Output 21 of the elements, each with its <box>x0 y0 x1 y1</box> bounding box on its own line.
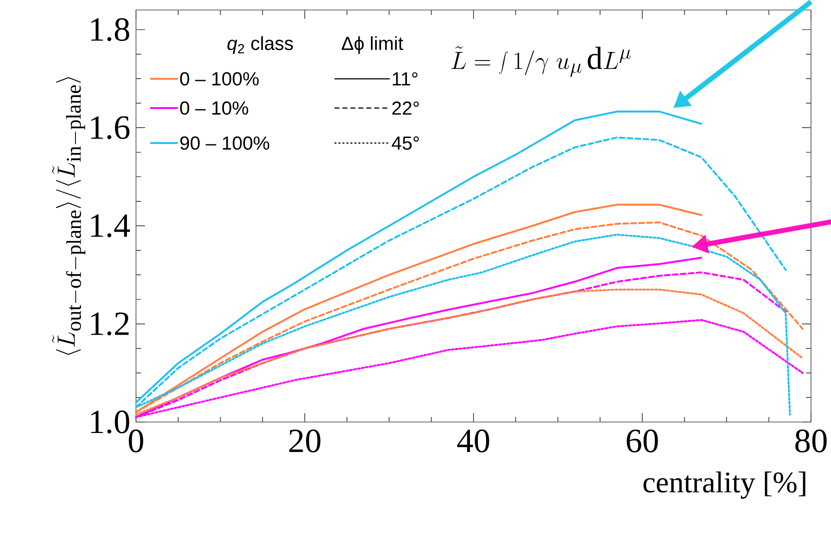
x-tick-label: 20 <box>289 430 320 452</box>
x-tick-label: 60 <box>626 430 658 452</box>
x-axis-title: centrality [%] <box>643 472 806 499</box>
x-tick-label: 80 <box>795 430 827 452</box>
annotation: $\tilde{L} = \int 1/\gamma\; u_\mu \, \mathrm{d}L^\mu$ <box>451 46 631 78</box>
annotation: 22° <box>392 101 419 115</box>
legend-label: 90 – 100% <box>180 136 270 150</box>
y-axis-title: $\langle \tilde{L}_{\mathrm{out{-}of{-}plane}} \rangle / \langle \tilde{L}_{\mathrm{in{-}plane}} \rangle$ <box>52 77 86 355</box>
x-tick-label: 0 <box>128 430 144 452</box>
annotation: 45° <box>392 136 419 150</box>
annotation: Δϕ limit <box>342 36 404 54</box>
legend-label: 0 – 100% <box>180 72 259 86</box>
y-tick-label: 1.4 <box>91 214 130 238</box>
y-tick-label: 1.6 <box>91 116 130 140</box>
legend-label: 0 – 10% <box>180 101 248 115</box>
y-tick-label: 1.8 <box>91 18 130 42</box>
x-tick-label: 40 <box>457 430 490 452</box>
y-tick-label: 1.0 <box>91 410 130 434</box>
annotation: 11° <box>392 72 418 86</box>
legend-title: q$_{2}$ class <box>227 36 293 54</box>
y-tick-label: 1.2 <box>91 312 129 336</box>
